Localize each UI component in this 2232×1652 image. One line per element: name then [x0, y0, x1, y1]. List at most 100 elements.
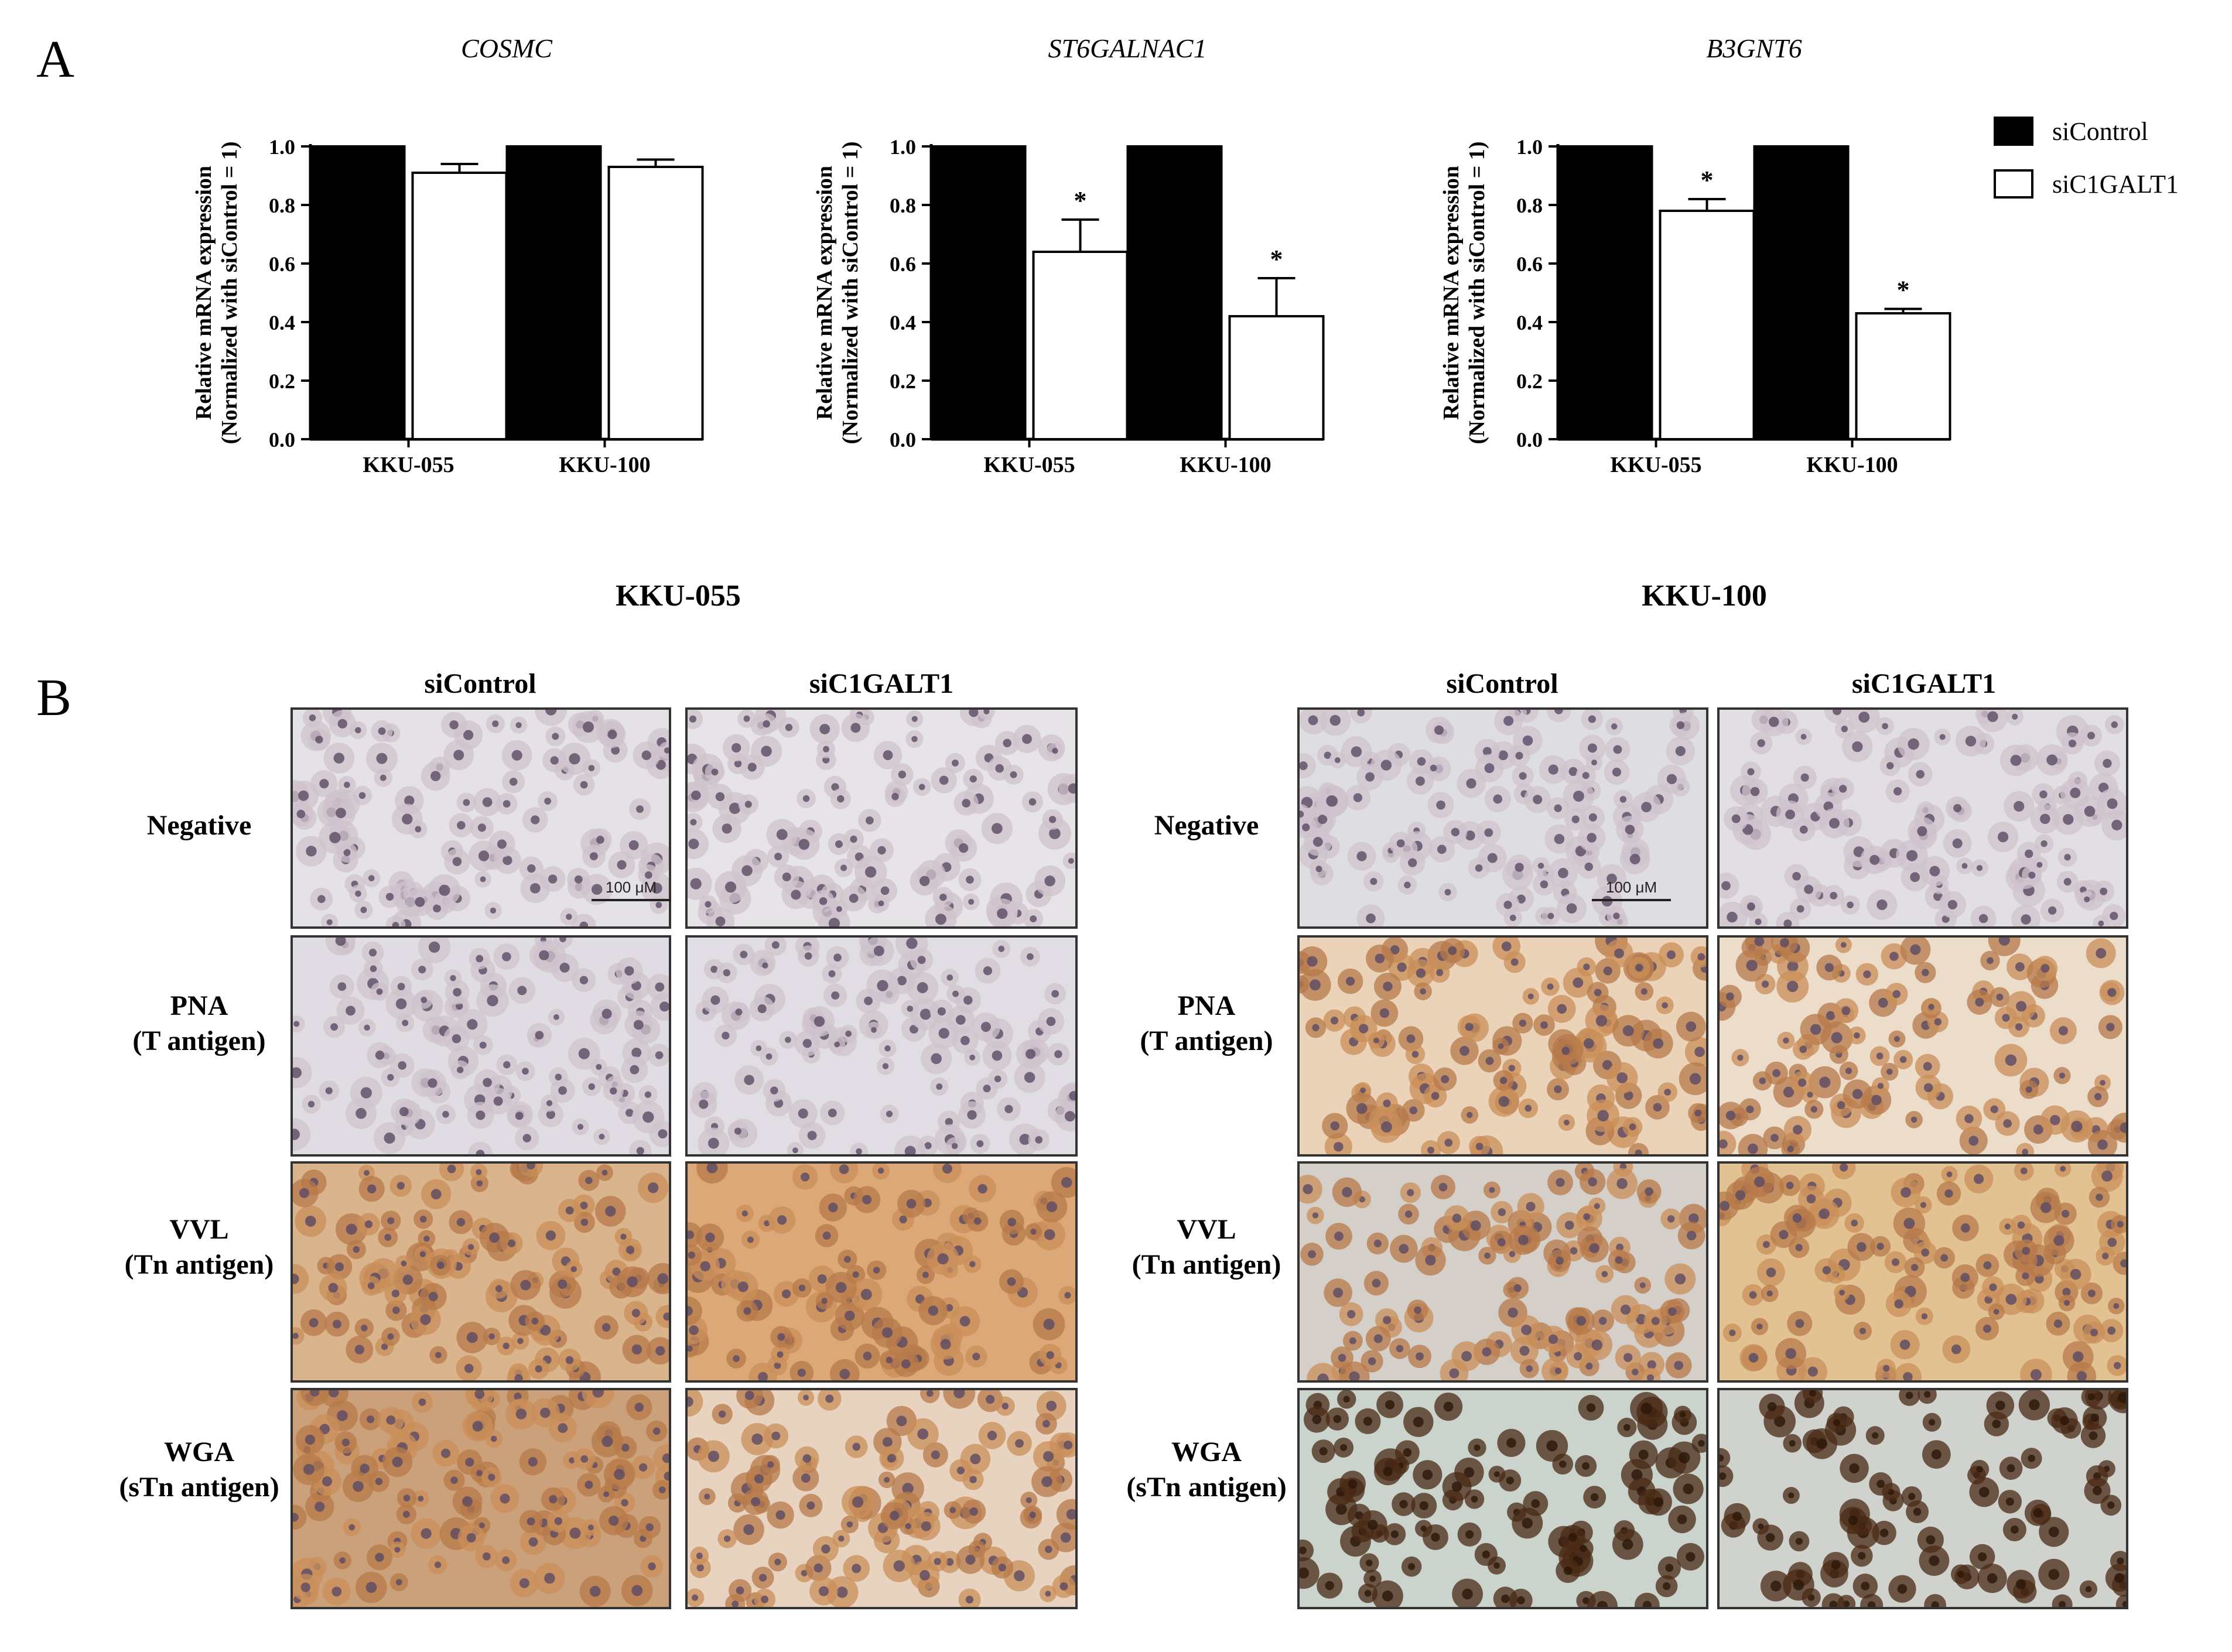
cell-nucleus — [1347, 1310, 1356, 1319]
cell-nucleus — [1415, 776, 1425, 786]
cell-nucleus — [817, 1274, 827, 1284]
cell-nucleus — [1677, 1514, 1687, 1524]
cell-nucleus — [723, 969, 730, 977]
cell-nucleus — [1720, 1472, 1727, 1480]
cell-nucleus — [1026, 1049, 1036, 1059]
cell-nucleus — [906, 1199, 917, 1209]
cell-nucleus — [580, 1218, 589, 1226]
cell-nucleus — [775, 1510, 785, 1520]
cell-nucleus — [1629, 1123, 1636, 1131]
cell-nucleus — [1676, 721, 1685, 730]
kku100-vvl-sic1galt1-image-cells — [1720, 1164, 2126, 1380]
kku055-row-pna-line1: PNA — [170, 990, 228, 1021]
cell-nucleus — [1571, 815, 1580, 823]
cell-nucleus — [487, 995, 498, 1007]
cell-nucleus — [1697, 953, 1705, 961]
cell-nucleus — [2040, 840, 2048, 847]
cell-nucleus — [1978, 1552, 1987, 1562]
cell-blob — [1720, 1448, 1731, 1468]
kku055-row-wga-line2: (sTn antigen) — [119, 1472, 279, 1503]
cell-nucleus — [1588, 1177, 1597, 1186]
cell-nucleus — [1906, 850, 1918, 861]
b3gnt6-ytick-label-4: 0.8 — [1516, 194, 1543, 217]
st6galnac1-significance-sic1galt1-kku-055: * — [1074, 186, 1087, 215]
cell-nucleus — [535, 1365, 542, 1373]
cell-nucleus — [1308, 715, 1318, 726]
cell-nucleus — [360, 1463, 370, 1473]
cell-nucleus — [1064, 1441, 1073, 1450]
cell-nucleus — [1591, 760, 1597, 766]
cell-nucleus — [845, 1030, 852, 1037]
cell-nucleus — [1467, 1111, 1473, 1119]
cell-nucleus — [762, 962, 768, 969]
cell-nucleus — [2033, 1508, 2043, 1518]
cell-nucleus — [1589, 1243, 1599, 1253]
cell-nucleus — [2096, 1193, 2103, 1201]
cell-nucleus — [1452, 1213, 1462, 1223]
cell-nucleus — [300, 1582, 310, 1592]
cell-nucleus — [774, 1362, 781, 1369]
cell-nucleus — [1379, 1008, 1390, 1018]
cell-nucleus — [1464, 1467, 1475, 1478]
cell-nucleus — [764, 1220, 770, 1227]
cell-nucleus — [792, 1147, 798, 1154]
cell-nucleus — [1770, 1134, 1779, 1142]
cell-nucleus — [1319, 1447, 1328, 1456]
cell-nucleus — [1584, 862, 1593, 871]
cell-nucleus — [791, 890, 801, 900]
cell-nucleus — [535, 1031, 544, 1040]
cell-nucleus — [959, 843, 969, 853]
cell-nucleus — [293, 1067, 302, 1079]
cell-nucleus — [335, 938, 346, 946]
cell-nucleus — [2017, 1221, 2025, 1229]
cosmc-xtick-label-kku-100: KKU-100 — [559, 453, 650, 477]
cell-nucleus — [621, 1499, 628, 1507]
kku100-vvl-sicontrol-image — [1297, 1161, 1708, 1383]
cell-nucleus — [1961, 863, 1968, 869]
cell-nucleus — [1838, 785, 1847, 793]
cell-nucleus — [737, 1281, 748, 1292]
cell-nucleus — [1613, 745, 1622, 754]
cell-nucleus — [976, 1140, 984, 1147]
cell-nucleus — [711, 768, 719, 776]
cell-nucleus — [1731, 814, 1741, 823]
cell-nucleus — [522, 1134, 531, 1143]
cell-blob — [1821, 1593, 1845, 1607]
cell-nucleus — [1369, 1575, 1376, 1582]
cell-nucleus — [1422, 1469, 1433, 1480]
cell-nucleus — [1754, 1176, 1765, 1188]
st6galnac1-bar-sic1galt1-kku-055 — [1032, 251, 1129, 440]
cell-nucleus — [1416, 1352, 1424, 1361]
cell-nucleus — [1905, 1391, 1913, 1400]
kku055-row-vvl-line2: (Tn antigen) — [124, 1249, 274, 1280]
cell-nucleus — [1300, 810, 1304, 818]
cell-nucleus — [1833, 1419, 1840, 1427]
cell-nucleus — [1556, 1256, 1564, 1265]
cell-nucleus — [977, 1184, 987, 1194]
cell-nucleus — [418, 966, 426, 974]
cell-nucleus — [1002, 1403, 1009, 1410]
cell-nucleus — [1953, 803, 1962, 813]
cell-nucleus — [1921, 1313, 1928, 1320]
cell-nucleus — [922, 1271, 929, 1278]
kku055-col-sicontrol: siControl — [424, 668, 536, 699]
cell-nucleus — [1783, 1037, 1789, 1044]
cell-nucleus — [1878, 997, 1888, 1008]
cell-nucleus — [582, 721, 594, 733]
cell-nucleus — [1632, 1369, 1639, 1376]
cell-nucleus — [802, 1454, 812, 1463]
cell-nucleus — [1816, 1438, 1827, 1449]
kku100-col-sic1galt1: siC1GALT1 — [1851, 668, 1997, 699]
cell-nucleus — [642, 1111, 654, 1123]
cell-nucleus — [574, 875, 583, 884]
cell-nucleus — [743, 1524, 754, 1535]
cell-nucleus — [488, 1333, 495, 1340]
cell-nucleus — [315, 736, 323, 744]
cell-nucleus — [1920, 1202, 1927, 1208]
cell-nucleus — [1420, 1526, 1427, 1532]
cell-nucleus — [296, 809, 306, 819]
cell-nucleus — [609, 1516, 619, 1526]
cell-nucleus — [1573, 791, 1584, 802]
cell-nucleus — [715, 792, 725, 802]
cell-nucleus — [1382, 1591, 1393, 1602]
